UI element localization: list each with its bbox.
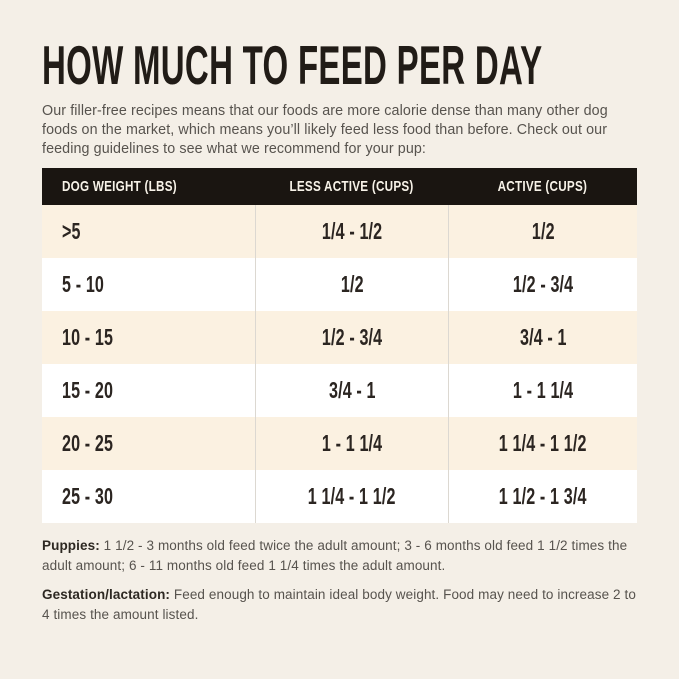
cell-less-active: 3/4 - 1 [255,364,448,417]
cell-dog-weight: 15 - 20 [42,364,255,417]
table-row: 20 - 25 1 - 1 1/4 1 1/4 - 1 1/2 [42,417,637,470]
gestation-text: Feed enough to maintain ideal body weigh… [42,587,636,622]
cell-less-active: 1/2 [255,258,448,311]
column-header-active: ACTIVE (CUPS) [448,168,637,205]
cell-dog-weight: 20 - 25 [42,417,255,470]
page-title-text: HOW MUCH TO FEED PER DAY [42,34,543,96]
cell-value: 1/2 - 3/4 [321,324,383,350]
table-header-row: DOG WEIGHT (LBS) LESS ACTIVE (CUPS) ACTI… [42,168,637,205]
cell-active: 1 1/4 - 1 1/2 [448,417,637,470]
puppies-label: Puppies: [42,538,100,553]
intro-text: Our filler-free recipes means that our f… [42,103,608,157]
column-header-label: DOG WEIGHT (LBS) [62,178,177,195]
cell-value: 15 - 20 [62,377,114,403]
cell-active: 1/2 [448,205,637,258]
cell-value: 25 - 30 [62,483,114,509]
cell-active: 1 - 1 1/4 [448,364,637,417]
puppies-note: Puppies: 1 1/2 - 3 months old feed twice… [42,536,637,576]
cell-value: 1/2 [340,271,364,297]
cell-value: 1 1/4 - 1 1/2 [499,430,587,456]
cell-value: 3/4 - 1 [519,324,567,350]
cell-value: 5 - 10 [62,271,105,297]
content-area: HOW MUCH TO FEED PER DAY Our filler-free… [42,38,637,625]
cell-less-active: 1 - 1 1/4 [255,417,448,470]
column-header-less-active: LESS ACTIVE (CUPS) [255,168,448,205]
cell-value: 1 1/2 - 1 3/4 [499,483,587,509]
cell-value: 1 1/4 - 1 1/2 [308,483,396,509]
cell-value: >5 [62,218,81,244]
column-header-label: LESS ACTIVE (CUPS) [289,178,414,195]
cell-value: 10 - 15 [62,324,114,350]
cell-value: 20 - 25 [62,430,114,456]
cell-value: 1/2 - 3/4 [512,271,574,297]
gestation-label: Gestation/lactation: [42,587,171,602]
cell-active: 1/2 - 3/4 [448,258,637,311]
cell-value: 1 - 1 1/4 [321,430,383,456]
table-row: >5 1/4 - 1/2 1/2 [42,205,637,258]
cell-dog-weight: 5 - 10 [42,258,255,311]
cell-value: 3/4 - 1 [328,377,376,403]
cell-active: 1 1/2 - 1 3/4 [448,470,637,523]
table-row: 5 - 10 1/2 1/2 - 3/4 [42,258,637,311]
column-header-label: ACTIVE (CUPS) [497,178,588,195]
cell-active: 3/4 - 1 [448,311,637,364]
cell-value: 1 - 1 1/4 [512,377,574,403]
gestation-note: Gestation/lactation: Feed enough to main… [42,585,637,625]
table-row: 10 - 15 1/2 - 3/4 3/4 - 1 [42,311,637,364]
puppies-text: 1 1/2 - 3 months old feed twice the adul… [42,538,628,573]
page-title: HOW MUCH TO FEED PER DAY [42,38,637,93]
cell-dog-weight: >5 [42,205,255,258]
cell-value: 1/2 [531,218,555,244]
cell-less-active: 1/2 - 3/4 [255,311,448,364]
table-row: 25 - 30 1 1/4 - 1 1/2 1 1/2 - 1 3/4 [42,470,637,523]
cell-dog-weight: 10 - 15 [42,311,255,364]
cell-less-active: 1 1/4 - 1 1/2 [255,470,448,523]
column-header-dog-weight: DOG WEIGHT (LBS) [42,168,255,205]
feeding-table: DOG WEIGHT (LBS) LESS ACTIVE (CUPS) ACTI… [42,168,637,523]
table-row: 15 - 20 3/4 - 1 1 - 1 1/4 [42,364,637,417]
cell-value: 1/4 - 1/2 [321,218,383,244]
cell-less-active: 1/4 - 1/2 [255,205,448,258]
cell-dog-weight: 25 - 30 [42,470,255,523]
